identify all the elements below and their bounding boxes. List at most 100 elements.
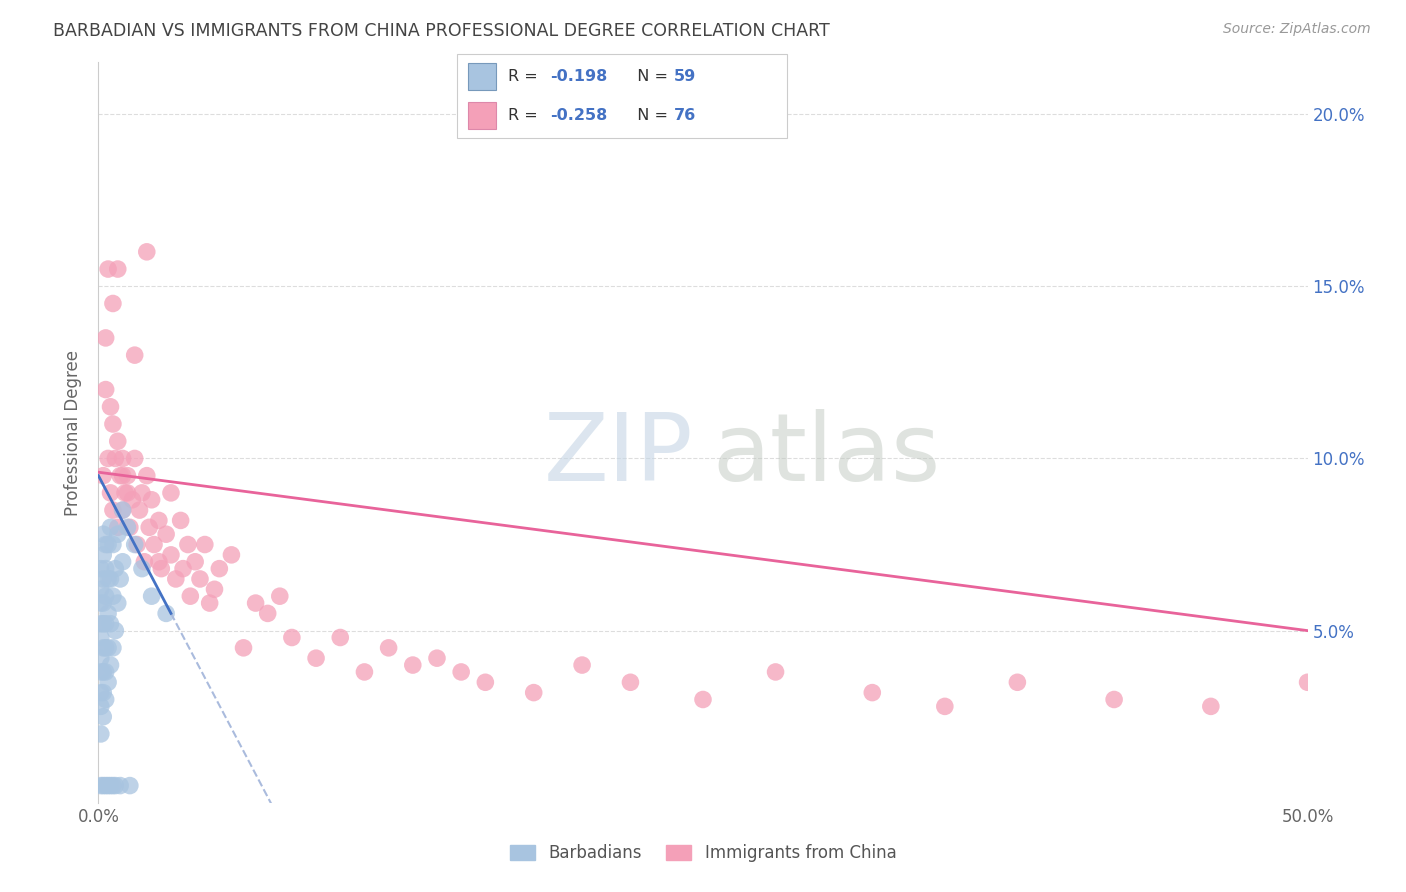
Point — [108, 468, 131, 483]
Point — [184, 555, 207, 569]
Point — [90, 616, 112, 631]
Point — [91, 616, 114, 631]
Point — [97, 640, 120, 655]
Point — [90, 665, 112, 679]
Point — [1296, 675, 1319, 690]
Point — [104, 451, 127, 466]
Point — [97, 572, 120, 586]
Point — [127, 537, 149, 551]
Point — [245, 596, 267, 610]
Point — [100, 572, 122, 586]
Point — [121, 492, 143, 507]
Point — [107, 434, 129, 449]
Text: -0.198: -0.198 — [550, 69, 607, 84]
Point — [90, 596, 112, 610]
Point — [104, 561, 127, 575]
Point — [426, 651, 449, 665]
Point — [91, 709, 114, 723]
Point — [172, 561, 194, 575]
Point — [101, 640, 124, 655]
Point — [101, 417, 124, 431]
Point — [188, 572, 211, 586]
Point — [692, 692, 714, 706]
Point — [107, 262, 129, 277]
Point — [94, 665, 117, 679]
Point — [1007, 675, 1029, 690]
Point — [118, 779, 141, 793]
Point — [138, 520, 160, 534]
Point — [1102, 692, 1125, 706]
Point — [91, 548, 114, 562]
Text: 59: 59 — [673, 69, 696, 84]
Point — [97, 262, 120, 277]
Point — [134, 555, 156, 569]
Point — [124, 451, 146, 466]
Point — [100, 779, 122, 793]
Point — [148, 513, 170, 527]
Point — [765, 665, 787, 679]
Text: Source: ZipAtlas.com: Source: ZipAtlas.com — [1223, 22, 1371, 37]
Point — [114, 486, 136, 500]
Point — [91, 596, 114, 610]
Point — [143, 537, 166, 551]
Point — [221, 548, 243, 562]
Point — [377, 640, 399, 655]
Point — [256, 607, 278, 621]
Point — [204, 582, 226, 597]
Point — [124, 348, 146, 362]
Point — [90, 561, 112, 575]
Point — [135, 468, 157, 483]
Point — [94, 561, 117, 575]
Point — [131, 561, 153, 575]
Point — [329, 631, 352, 645]
Point — [94, 616, 117, 631]
Point — [208, 561, 231, 575]
Text: R =: R = — [508, 108, 543, 123]
Point — [232, 640, 254, 655]
Point — [165, 572, 187, 586]
Point — [402, 658, 425, 673]
Point — [100, 658, 122, 673]
Point — [100, 520, 122, 534]
Point — [101, 589, 124, 603]
Point — [94, 537, 117, 551]
Point — [100, 616, 122, 631]
Point — [111, 503, 134, 517]
Point — [111, 555, 134, 569]
Point — [101, 537, 124, 551]
Point — [101, 503, 124, 517]
Point — [91, 640, 114, 655]
Point — [101, 779, 124, 793]
Point — [90, 582, 112, 597]
Point — [101, 296, 124, 310]
Point — [97, 607, 120, 621]
Point — [94, 692, 117, 706]
Point — [104, 779, 127, 793]
Point — [107, 596, 129, 610]
Point — [124, 537, 146, 551]
Point — [148, 555, 170, 569]
Point — [619, 675, 641, 690]
Point — [111, 451, 134, 466]
Point — [91, 665, 114, 679]
Point — [160, 486, 183, 500]
Point — [160, 548, 183, 562]
Point — [91, 527, 114, 541]
Point — [150, 561, 173, 575]
Point — [131, 486, 153, 500]
Point — [97, 779, 120, 793]
Point — [100, 400, 122, 414]
Point — [97, 451, 120, 466]
Point — [353, 665, 375, 679]
Point — [118, 520, 141, 534]
Point — [155, 527, 177, 541]
Point — [91, 779, 114, 793]
Point — [108, 779, 131, 793]
Point — [141, 589, 163, 603]
Point — [90, 699, 112, 714]
Point — [169, 513, 191, 527]
Point — [194, 537, 217, 551]
Point — [305, 651, 328, 665]
Point — [108, 572, 131, 586]
Point — [90, 685, 112, 699]
